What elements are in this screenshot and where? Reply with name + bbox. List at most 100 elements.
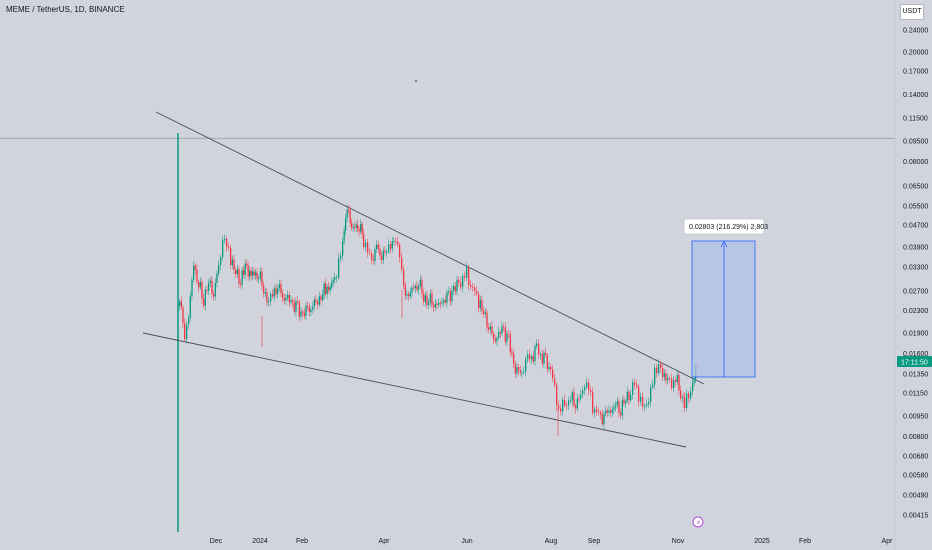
candle-down (590, 390, 592, 392)
candle-up (650, 387, 652, 403)
candle-down (358, 229, 360, 232)
candle-up (516, 367, 518, 374)
candle-down (288, 294, 290, 303)
candle-down (315, 299, 317, 303)
y-tick-label: 0.14000 (903, 92, 928, 99)
candle-down (504, 327, 506, 342)
candle-down (275, 288, 277, 295)
candle-down (541, 353, 543, 364)
candle-down (598, 411, 600, 413)
candle-down (538, 343, 540, 355)
candle-up (441, 302, 443, 304)
candle-up (336, 277, 338, 279)
candle-up (424, 295, 426, 302)
candle-up (621, 399, 623, 416)
candle-down (293, 302, 295, 312)
candle-down (413, 287, 415, 289)
candle-down (426, 295, 428, 305)
candle-up (484, 312, 486, 314)
x-tick-label: Feb (799, 538, 811, 545)
candle-up (374, 249, 376, 261)
event-marker-icon[interactable] (692, 516, 704, 528)
candle-down (357, 224, 359, 230)
candle-up (244, 263, 246, 275)
candle-down (478, 294, 480, 308)
candle-up (193, 265, 195, 280)
lower-trendline[interactable] (142, 332, 687, 448)
candle-up (318, 296, 320, 305)
y-tick-label: 0.00680 (903, 453, 928, 460)
candle-up (273, 288, 275, 297)
candle-up (382, 250, 384, 261)
candle-up (582, 390, 584, 395)
candle-down (606, 410, 608, 413)
candle-up (313, 299, 315, 307)
candle-up (531, 356, 533, 360)
candle-up (312, 306, 314, 310)
y-tick-label: 0.02300 (903, 308, 928, 315)
candle-up (241, 270, 243, 285)
candle-down (566, 405, 568, 407)
candle-up (231, 259, 233, 266)
y-tick-label: 0.11500 (903, 115, 928, 122)
candle-down (472, 286, 474, 288)
candle-up (644, 405, 646, 407)
x-tick-label: Apr (882, 538, 894, 545)
candle-down (623, 399, 625, 404)
x-tick-label: Aug (545, 538, 558, 545)
candle-up (540, 353, 542, 355)
candle-up (667, 377, 669, 381)
candle-up (360, 223, 362, 232)
candle-up (534, 346, 536, 362)
candle-down (263, 285, 265, 294)
current-price-tag (897, 356, 932, 367)
x-tick-label: Feb (296, 538, 308, 545)
measure-box[interactable] (691, 240, 756, 378)
candle-up (188, 317, 190, 325)
y-tick-label: 0.03300 (903, 265, 928, 272)
candle-down (660, 364, 662, 368)
candle-down (230, 248, 232, 266)
candle-down (596, 409, 598, 412)
candle-down (678, 374, 680, 391)
y-tick-label: 0.09500 (903, 138, 928, 145)
y-tick-label: 0.01150 (903, 391, 928, 398)
upper-trendline[interactable] (155, 111, 705, 385)
candle-up (692, 382, 694, 392)
x-tick-label: Dec (210, 538, 223, 545)
candle-up (543, 352, 545, 364)
candle-up (501, 326, 503, 334)
candle-down (436, 303, 438, 305)
candle-down (519, 370, 521, 374)
candle-up (391, 241, 393, 249)
currency-unit-badge[interactable]: USDT (900, 4, 924, 20)
candle-up (479, 299, 481, 308)
candle-up (615, 404, 617, 408)
candle-down (280, 283, 282, 294)
candle-down (211, 280, 213, 294)
candle-down (228, 247, 230, 249)
candle-up (411, 287, 413, 293)
candle-down (395, 241, 397, 243)
candle-up (264, 292, 266, 294)
candle-up (462, 275, 464, 288)
candle-down (552, 369, 554, 379)
candle-up (332, 280, 334, 283)
candle-up (548, 366, 550, 370)
y-tick-label: 0.01900 (903, 331, 928, 338)
candle-down (503, 326, 505, 328)
candle-down (454, 286, 456, 292)
candle-down (399, 244, 401, 258)
candle-down (303, 313, 305, 316)
candle-down (377, 244, 379, 249)
candle-up (434, 303, 436, 308)
candle-up (255, 272, 257, 276)
candle-down (246, 263, 248, 266)
candle-up (632, 382, 634, 395)
candle-up (310, 309, 312, 313)
candle-down (243, 270, 245, 275)
candle-down (556, 384, 558, 406)
candle-up (388, 244, 390, 253)
candle-down (308, 307, 310, 313)
